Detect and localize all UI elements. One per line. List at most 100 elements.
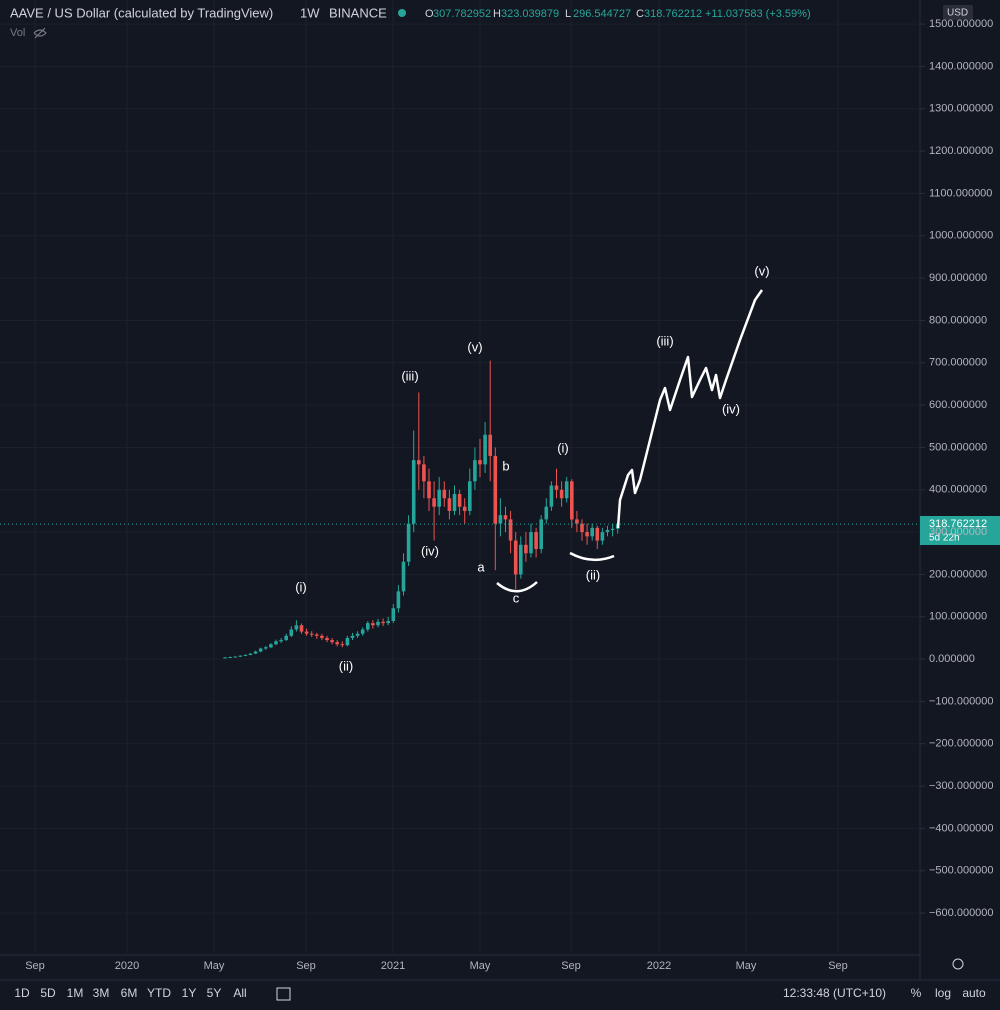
candle-body: [488, 434, 492, 456]
x-tick-label: 2020: [115, 960, 139, 972]
candle-body: [299, 625, 304, 632]
wave-label: (iv): [421, 543, 439, 558]
projection-drawing: [616, 289, 764, 529]
ohlc-value: 323.039879: [501, 8, 559, 20]
range-button[interactable]: All: [233, 986, 246, 1000]
candle-body: [243, 654, 248, 656]
candle-body: [264, 647, 268, 649]
candle-body: [503, 515, 508, 520]
range-button[interactable]: 3M: [93, 986, 110, 1000]
candle-body: [493, 455, 498, 524]
candle-body: [473, 460, 477, 482]
ohlc-legend: O 307.782952 H 323.039879 L 296.544727 C 318.76…: [425, 8, 811, 20]
ohlc-letter: L: [565, 8, 571, 20]
y-tick-label: 200.000000: [929, 568, 987, 580]
candle-body: [605, 529, 610, 533]
y-tick-label: −300.000000: [929, 780, 994, 792]
ohlc-value: 318.762212: [644, 8, 702, 20]
candle-body: [524, 544, 528, 554]
y-tick-label: 300.000000: [929, 526, 987, 538]
scale-option[interactable]: %: [911, 986, 922, 1000]
y-tick-label: −200.000000: [929, 738, 994, 750]
currency-box[interactable]: [943, 5, 973, 20]
range-button[interactable]: 6M: [121, 986, 138, 1000]
candle-body: [294, 625, 299, 630]
ohlc-value: 307.782952: [433, 8, 491, 20]
ohlc-letter: O: [425, 8, 434, 20]
grid: [920, 23, 925, 914]
candle-body: [447, 498, 452, 511]
symbol-title: AAVE / US Dollar (calculated by TradingV…: [10, 5, 273, 20]
countdown: 5d 22h: [929, 533, 960, 544]
candle-body: [411, 460, 416, 524]
candle-body: [457, 494, 462, 507]
y-tick-label: −100.000000: [929, 695, 994, 707]
settings-icon[interactable]: [952, 958, 964, 970]
candle-body: [279, 640, 283, 642]
currency[interactable]: USD: [947, 8, 968, 19]
range-button[interactable]: YTD: [147, 986, 171, 1000]
y-tick-label: 100.000000: [929, 611, 987, 623]
range-button[interactable]: 1D: [14, 986, 30, 1000]
candle-body: [376, 621, 380, 626]
market-status: [398, 9, 406, 17]
candle-body: [468, 481, 472, 511]
candle-body: [559, 489, 564, 499]
candle-body: [570, 481, 574, 520]
exchange: BINANCE: [329, 5, 387, 20]
y-tick-label: 400.000000: [929, 484, 987, 496]
wave-label: (iii): [401, 368, 418, 383]
candle-body: [340, 644, 345, 646]
last-price-box: [920, 516, 1000, 545]
x-tick-label: Sep: [828, 960, 848, 972]
y-tick-label: 1200.000000: [929, 145, 993, 157]
hide-icon[interactable]: [33, 27, 47, 39]
candle-body: [549, 485, 554, 507]
candle-body: [289, 629, 294, 636]
candle-body: [462, 506, 467, 511]
candle-body: [564, 481, 569, 499]
range-button[interactable]: 1M: [67, 986, 84, 1000]
arc-drawing: [496, 581, 538, 593]
range-button[interactable]: 5D: [40, 986, 56, 1000]
range-button[interactable]: 5Y: [207, 986, 222, 1000]
x-tick-label: May: [204, 960, 225, 972]
candle-body: [269, 644, 273, 648]
candle-body: [452, 494, 457, 511]
x-tick-label: 2022: [647, 960, 671, 972]
wave-label: c: [513, 590, 520, 605]
y-tick-label: −500.000000: [929, 865, 994, 877]
candle-body: [350, 635, 355, 638]
y-tick-label: 1500.000000: [929, 18, 993, 30]
candle-body: [422, 464, 426, 482]
ohlc-value: 296.544727: [573, 8, 631, 20]
candles: [0, 360, 920, 659]
date-range-icon[interactable]: [276, 987, 291, 1001]
y-tick-label: 600.000000: [929, 399, 987, 411]
candle-body: [483, 434, 487, 465]
x-tick-label: Sep: [296, 960, 316, 972]
wave-label: (i): [295, 579, 307, 594]
y-tick-label: 1100.000000: [929, 187, 992, 199]
candle-body: [381, 621, 385, 624]
candle-body: [330, 640, 334, 643]
wave-label: (iii): [656, 333, 673, 348]
wave-label: (ii): [586, 567, 600, 582]
candle-body: [258, 648, 263, 652]
candle-body: [304, 631, 309, 634]
scale-option[interactable]: auto: [962, 986, 986, 1000]
candle-body: [396, 591, 401, 609]
candle-body: [253, 651, 258, 654]
y-tick-label: 500.000000: [929, 441, 987, 453]
y-tick-label: −400.000000: [929, 822, 994, 834]
x-tick-label: May: [470, 960, 491, 972]
scale-option[interactable]: log: [935, 986, 951, 1000]
candle-body: [248, 653, 253, 655]
candle-body: [233, 656, 237, 658]
candle-body: [437, 489, 441, 507]
candle-body: [325, 637, 329, 641]
range-button[interactable]: 1Y: [182, 986, 197, 1000]
wave-label: (v): [754, 263, 769, 278]
x-tick-label: May: [736, 960, 757, 972]
